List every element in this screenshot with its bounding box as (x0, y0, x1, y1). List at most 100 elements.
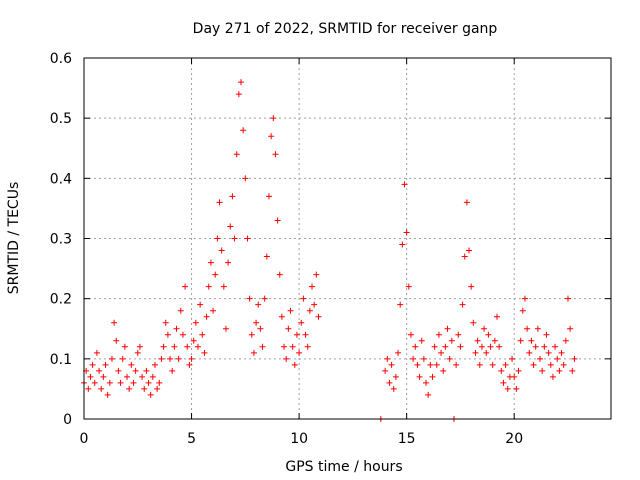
data-point (96, 367, 103, 374)
data-point (564, 295, 571, 302)
data-point (173, 325, 180, 332)
data-point (240, 127, 247, 134)
data-point (392, 373, 399, 380)
data-point (281, 343, 288, 350)
data-point (151, 361, 158, 368)
data-point (502, 361, 509, 368)
data-point (487, 343, 494, 350)
data-point (470, 319, 477, 326)
data-point (401, 181, 408, 188)
data-point (124, 373, 131, 380)
data-point (528, 337, 535, 344)
data-point (214, 235, 221, 242)
data-point (541, 343, 548, 350)
x-axis-label: GPS time / hours (285, 459, 402, 475)
data-point (145, 379, 152, 386)
data-point (244, 235, 251, 242)
data-point (259, 343, 266, 350)
data-point (405, 283, 412, 290)
data-point (519, 307, 526, 314)
data-point (476, 361, 483, 368)
data-point (246, 295, 253, 302)
data-point (504, 385, 511, 392)
data-point (390, 385, 397, 392)
data-point (399, 241, 406, 248)
data-point (524, 325, 531, 332)
data-point (261, 295, 268, 302)
y-tick-label: 0.6 (50, 51, 72, 67)
data-point (431, 343, 438, 350)
data-point (201, 349, 208, 356)
data-point (491, 337, 498, 344)
data-point (496, 343, 503, 350)
data-point (268, 133, 275, 140)
data-point (425, 391, 432, 398)
y-tick-label: 0.1 (50, 352, 72, 368)
data-point (407, 331, 414, 338)
data-point (287, 307, 294, 314)
data-point (306, 307, 313, 314)
data-point (113, 337, 120, 344)
y-axis-label: SRMTID / TECUs (6, 182, 22, 295)
data-point (423, 379, 430, 386)
data-point (537, 355, 544, 362)
data-point (276, 271, 283, 278)
data-point (210, 307, 217, 314)
data-point (212, 271, 219, 278)
data-point (218, 247, 225, 254)
data-point (263, 253, 270, 260)
data-point (242, 175, 249, 182)
data-point (472, 349, 479, 356)
data-point (382, 367, 389, 374)
data-point (466, 247, 473, 254)
data-point (444, 325, 451, 332)
data-point (427, 361, 434, 368)
data-point (498, 367, 505, 374)
data-point (539, 367, 546, 374)
data-point (478, 343, 485, 350)
data-point (222, 325, 229, 332)
data-point (388, 361, 395, 368)
data-point (526, 349, 533, 356)
data-point (115, 367, 122, 374)
data-point (117, 379, 124, 386)
data-point (511, 373, 518, 380)
data-point (313, 271, 320, 278)
data-point (384, 355, 391, 362)
data-point (143, 367, 150, 374)
data-point (175, 355, 182, 362)
data-point (485, 331, 492, 338)
data-point (474, 337, 481, 344)
data-point (102, 361, 109, 368)
data-point (177, 307, 184, 314)
data-point (420, 355, 427, 362)
data-point (309, 283, 316, 290)
data-point (571, 355, 578, 362)
data-point (162, 319, 169, 326)
data-point (483, 349, 490, 356)
data-point (521, 295, 528, 302)
data-point (91, 379, 98, 386)
data-point (556, 367, 563, 374)
axis-ticks: 0 0.1 0.2 0.3 0.4 0.5 0.6 0 5 10 15 20 (50, 51, 611, 447)
data-point (300, 295, 307, 302)
data-point (554, 355, 561, 362)
data-point (207, 259, 214, 266)
data-point (100, 373, 107, 380)
data-point (481, 325, 488, 332)
data-point (134, 349, 141, 356)
data-point (203, 313, 210, 320)
data-point (515, 367, 522, 374)
data-point (93, 349, 100, 356)
data-point (463, 199, 470, 206)
data-point (468, 283, 475, 290)
data-point (160, 343, 167, 350)
data-point (128, 361, 135, 368)
data-point (179, 331, 186, 338)
data-point (493, 313, 500, 320)
data-point (547, 361, 554, 368)
data-point (513, 385, 520, 392)
data-point (139, 373, 146, 380)
data-point (298, 319, 305, 326)
